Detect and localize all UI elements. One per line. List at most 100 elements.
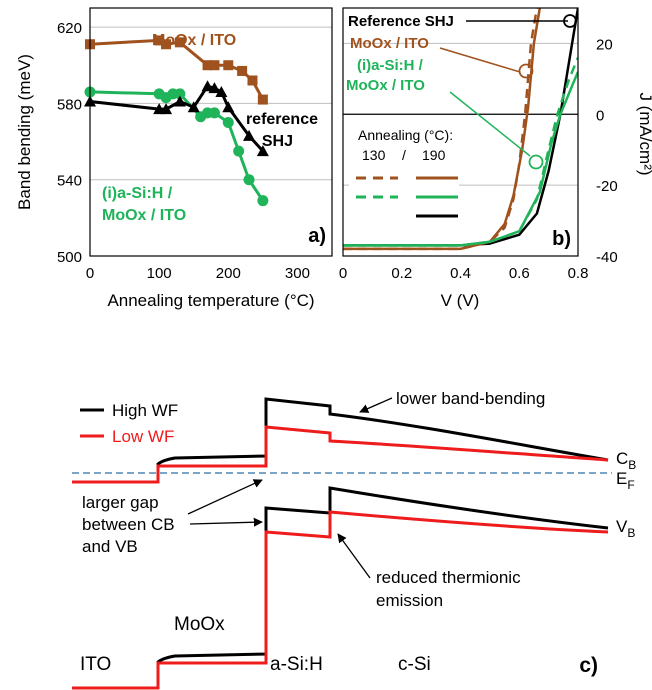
callout-moox-line xyxy=(439,47,521,73)
jv-curve xyxy=(343,8,542,251)
panel-b-label-background xyxy=(544,223,574,251)
annotation-b-moox-ito: MoOx / ITO xyxy=(350,35,429,52)
panel-c-label: c) xyxy=(579,654,598,677)
panel-a-xlabel: Annealing temperature (°C) xyxy=(107,291,314,310)
layer-label-moox: MoOx xyxy=(174,614,225,635)
arrow-band-bending xyxy=(359,397,393,413)
layer-label-csi: c-Si xyxy=(398,654,431,675)
annotation-asi-line2: MoOx / ITO xyxy=(102,207,186,224)
callout-asi-circle xyxy=(528,154,544,170)
data-point xyxy=(187,101,200,113)
data-point xyxy=(243,129,256,141)
callout-reference-circle xyxy=(563,14,577,28)
annotation-gap-line2: between CB xyxy=(82,515,175,534)
data-point xyxy=(222,101,235,113)
panel-a-chart: 500 540 580 620 0 100 200 300 Band bending (meV… xyxy=(15,7,333,310)
data-point xyxy=(201,80,214,92)
legend-title: Annealing (°C): xyxy=(358,127,453,143)
label-fermi-level: EF xyxy=(616,469,635,492)
annotation-reference-line1: reference xyxy=(246,111,318,128)
annotation-gap-line1: larger gap xyxy=(82,493,159,512)
panel-b-xtick-label: 0.2 xyxy=(391,265,412,282)
annotation-b-asi-line2: MoOx / ITO xyxy=(346,77,425,94)
panel-a-label: a) xyxy=(308,225,326,247)
data-point xyxy=(223,60,234,71)
annotation-asi-line1: (i)a-Si:H / xyxy=(102,185,173,202)
panel-a-series xyxy=(84,35,269,207)
annotation-reference-line2: SHJ xyxy=(262,133,293,150)
panel-b-series xyxy=(343,8,578,251)
label-conduction-band: CB xyxy=(616,449,636,472)
legend-temp-130: 130 xyxy=(362,147,386,163)
panel-b-xtick-label: 0 xyxy=(339,265,347,282)
annotation-b-asi-line1: (i)a-Si:H / xyxy=(357,57,424,74)
panel-a-gridlines xyxy=(90,26,332,181)
panel-b-xlabel: V (V) xyxy=(441,291,480,310)
data-point xyxy=(208,107,220,119)
valence-band-low-wf xyxy=(72,510,609,690)
panel-b-label: b) xyxy=(552,228,571,250)
panel-b-xtick-label: 0.6 xyxy=(509,265,530,282)
data-point xyxy=(257,94,268,105)
data-point xyxy=(173,95,186,107)
data-point xyxy=(160,103,173,115)
data-point xyxy=(237,65,248,76)
conduction-band-low-wf xyxy=(72,425,609,484)
label-valence-band: VB xyxy=(616,517,635,540)
annotation-gap-line3: and VB xyxy=(82,537,138,556)
panel-a-frame xyxy=(89,7,333,257)
data-point xyxy=(257,195,269,207)
layer-label-asi: a-Si:H xyxy=(270,654,323,675)
panel-b-ytick-label: -20 xyxy=(596,178,618,195)
arrow-thermionic xyxy=(337,533,371,579)
panel-a-ytick-label: 500 xyxy=(57,249,82,266)
panel-b-ytick-label: 20 xyxy=(596,36,613,53)
annotation-thermionic-line1: reduced thermionic xyxy=(376,568,521,587)
jv-curve xyxy=(343,71,578,247)
annotation-lower-band-bending: lower band-bending xyxy=(396,389,545,408)
annotation-thermionic-line2: emission xyxy=(376,591,443,610)
arrow-gap-cb xyxy=(187,479,263,515)
callout-moox-circle xyxy=(518,63,534,79)
conduction-band-high-wf xyxy=(72,397,609,484)
data-point xyxy=(222,116,234,128)
data-point xyxy=(209,60,220,71)
callout-asi-line xyxy=(449,91,531,157)
panel-b-ylabel: J (mA/cm²) xyxy=(636,92,652,175)
panel-b-ytick-label: 0 xyxy=(596,107,604,124)
data-point xyxy=(154,35,165,46)
panel-b-xtick-label: 0.8 xyxy=(568,265,589,282)
arrow-gap-vb xyxy=(189,517,263,527)
data-point xyxy=(256,145,269,157)
data-point xyxy=(174,88,186,100)
panel-c-band-diagram: High WF Low WF lower band-bending larger… xyxy=(72,389,636,690)
legend-separator: / xyxy=(402,147,406,163)
data-point xyxy=(202,60,213,71)
data-point xyxy=(243,174,255,186)
panel-a-xtick-label: 300 xyxy=(285,265,310,282)
panel-a-ytick-label: 540 xyxy=(57,173,82,190)
panel-b-xtick-label: 0.4 xyxy=(450,265,471,282)
annotation-reference-shj: Reference SHJ xyxy=(348,13,454,30)
panel-b-tick-labels: -40 -20 0 20 0 0.2 0.4 0.6 0.8 xyxy=(339,36,618,282)
panel-a-tick-labels: 500 540 580 620 0 100 200 300 xyxy=(57,20,310,282)
panel-b-ytick-label: -40 xyxy=(596,249,618,266)
panel-a-ylabel: Band bending (meV) xyxy=(15,54,34,210)
panel-a-ytick-label: 580 xyxy=(57,96,82,113)
data-point xyxy=(208,82,221,94)
data-point xyxy=(215,85,228,97)
data-point xyxy=(174,37,185,48)
legend-background xyxy=(349,122,459,224)
panel-a-ytick-label: 620 xyxy=(57,20,82,37)
legend-temp-190: 190 xyxy=(422,147,446,163)
valence-band-high-wf xyxy=(72,486,609,690)
panel-a-xtick-label: 0 xyxy=(86,265,94,282)
legend-high-wf-label: High WF xyxy=(112,401,178,420)
layer-label-ito: ITO xyxy=(80,654,111,675)
annotation-moox-ito: MoOx / ITO xyxy=(152,32,236,49)
data-point xyxy=(247,75,258,86)
data-point xyxy=(161,39,172,50)
panel-a-xtick-label: 100 xyxy=(147,265,172,282)
